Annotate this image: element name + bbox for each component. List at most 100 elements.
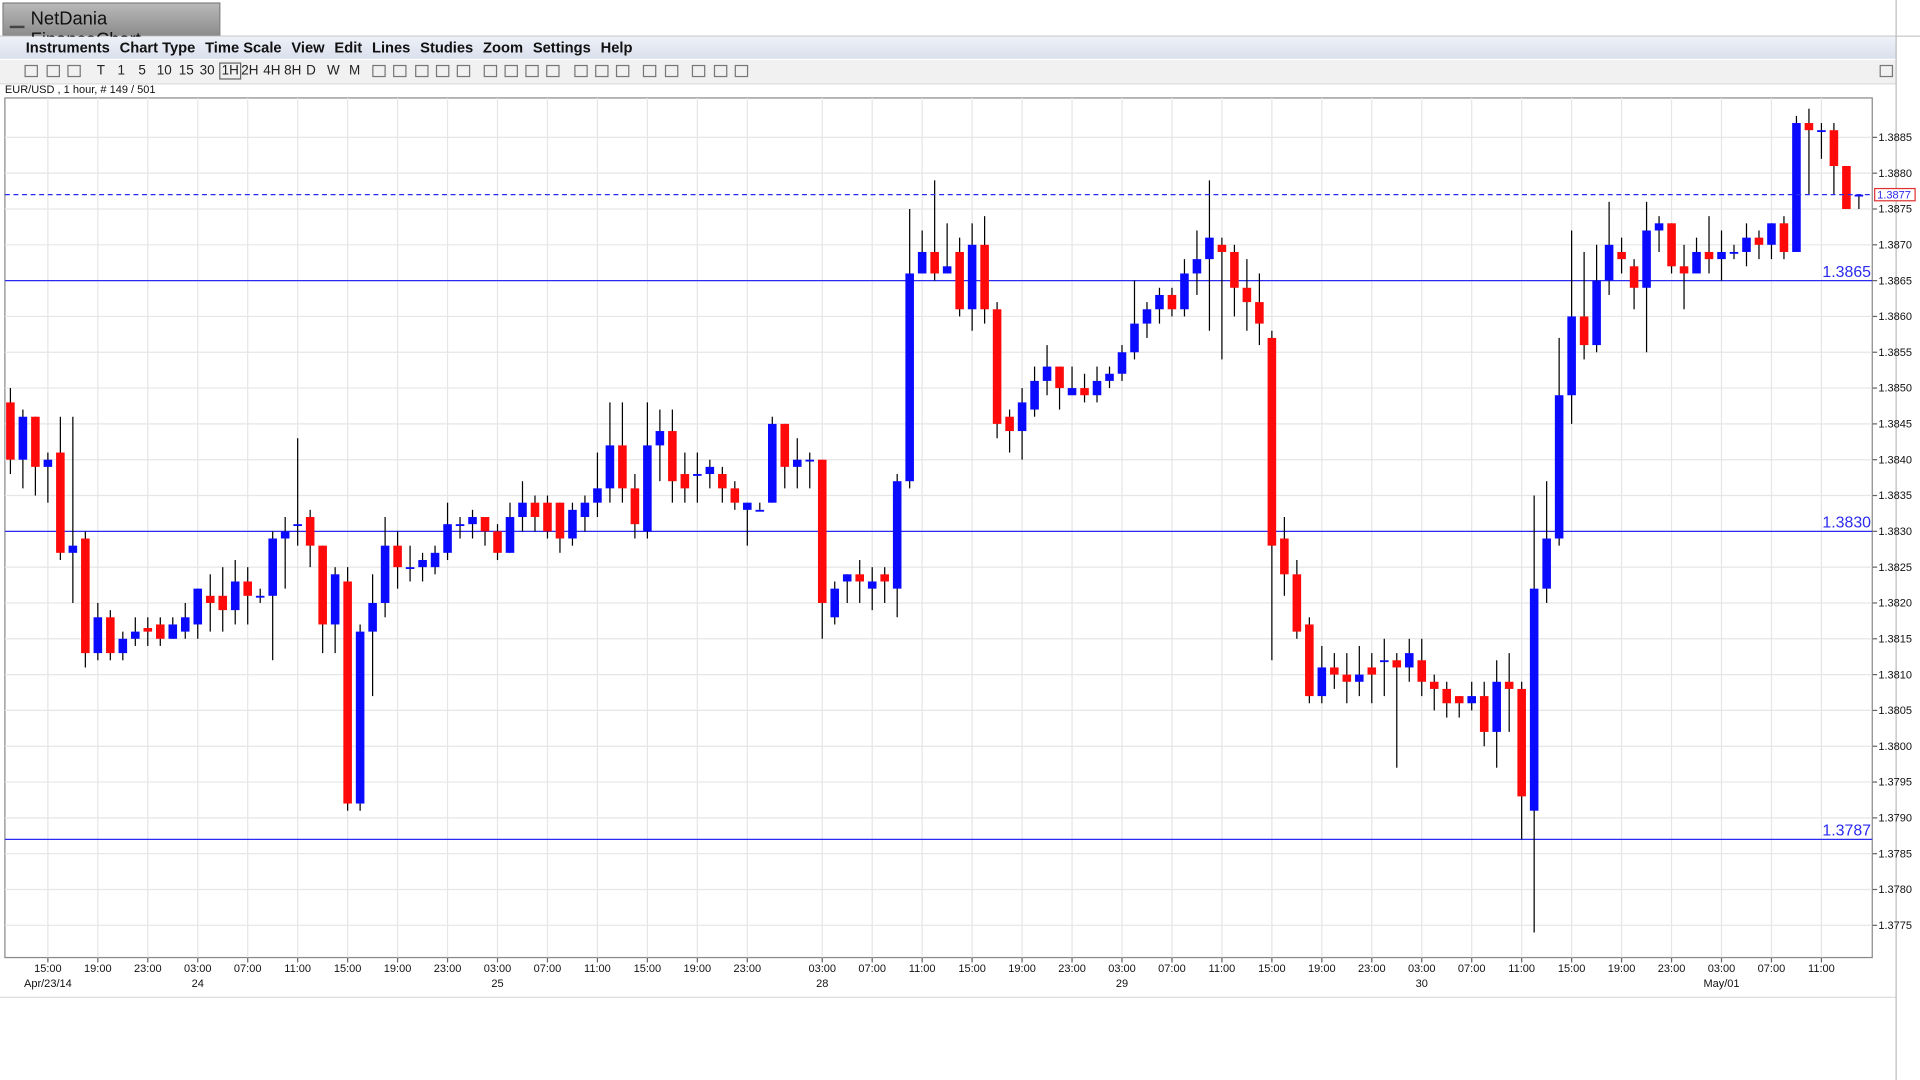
x-tick-label: 19:00 [1308, 963, 1336, 975]
candle-body [18, 416, 28, 460]
timeframe-button[interactable]: T [96, 63, 105, 79]
timeframe-button[interactable]: 15 [178, 63, 194, 79]
tool-button[interactable] [372, 64, 386, 78]
level-label: 1.3787 [1822, 823, 1871, 840]
candle-body [230, 581, 240, 611]
x-tick-label: 15:00 [34, 963, 62, 975]
candle-body [1267, 337, 1277, 546]
candle-body [455, 524, 465, 527]
candle-body [131, 631, 140, 639]
timeframe-button[interactable]: D [306, 63, 316, 79]
tool-button[interactable] [546, 64, 560, 78]
candle-body [867, 581, 877, 589]
candle-body [1155, 294, 1164, 310]
timeframe-button[interactable]: 1 [117, 63, 126, 79]
chart-style-button[interactable] [46, 64, 60, 78]
timeframe-button[interactable]: 8H [284, 63, 302, 79]
menu-item[interactable]: View [291, 39, 325, 57]
candle-body [1317, 667, 1327, 697]
candle-body [1479, 696, 1489, 732]
candle-body [618, 445, 627, 489]
candle-body [555, 502, 565, 539]
chart-style-button[interactable] [67, 64, 81, 78]
candle-body [1417, 660, 1427, 682]
timeframe-button[interactable]: W [326, 63, 340, 79]
x-tick-label: 19:00 [1008, 963, 1036, 975]
candle-body [1617, 251, 1626, 260]
timeframe-button[interactable]: 4H [263, 63, 281, 79]
candle-body [31, 416, 40, 467]
menu-item[interactable]: Studies [420, 39, 474, 57]
candle-body [718, 474, 727, 489]
tool-button[interactable] [504, 64, 518, 78]
menu-item[interactable]: Settings [532, 39, 591, 57]
candle-body [255, 595, 265, 598]
candle-body [143, 628, 153, 632]
candle-body [505, 517, 515, 553]
tool-button[interactable] [393, 64, 407, 78]
tool-button[interactable] [734, 64, 749, 78]
y-tick-label: 1.3875 [1878, 204, 1912, 216]
tool-button[interactable] [664, 64, 679, 78]
candle-body [730, 488, 740, 503]
timeframe-button[interactable]: 10 [156, 63, 172, 79]
x-tick-label: 15:00 [334, 963, 362, 975]
menu-item[interactable]: Help [600, 39, 633, 57]
timeframe-button[interactable]: 2H [241, 63, 259, 79]
tool-button[interactable] [435, 64, 450, 78]
y-tick-label: 1.3855 [1878, 347, 1912, 359]
menu-item[interactable]: Chart Type [119, 39, 196, 57]
timeframe-button[interactable]: 5 [138, 63, 146, 79]
tool-button[interactable] [642, 64, 657, 78]
candle-body [705, 466, 715, 475]
timeframe-button[interactable]: 1H [219, 62, 242, 80]
candle-body [842, 574, 852, 582]
y-tick-label: 1.3795 [1878, 777, 1912, 789]
candle-body [880, 574, 889, 582]
candle-body [418, 559, 427, 568]
candle-body [1005, 416, 1014, 432]
chart-style-button[interactable] [24, 64, 38, 78]
menu-item[interactable]: Lines [371, 39, 411, 57]
menu-item[interactable]: Instruments [25, 39, 110, 57]
tool-button[interactable] [713, 64, 728, 78]
candle-body [1042, 366, 1052, 381]
candle-body [1280, 538, 1289, 575]
candle-body [1142, 309, 1152, 324]
candle-body [905, 273, 914, 482]
date-label: 25 [491, 978, 503, 990]
x-tick-label: 11:00 [1808, 963, 1835, 975]
tool-button[interactable] [691, 64, 706, 78]
tool-button[interactable] [483, 64, 498, 78]
instrument-info: EUR/USD , 1 hour, # 149 / 501 [5, 84, 156, 96]
menu-item[interactable]: Edit [334, 39, 363, 57]
candle-body [1017, 402, 1027, 432]
tool-button[interactable] [415, 64, 429, 78]
candle-body [1542, 538, 1551, 589]
candle-body [942, 266, 952, 274]
candle-body [655, 431, 665, 446]
candle-body [568, 509, 577, 539]
y-tick-label: 1.3870 [1878, 239, 1912, 251]
tool-button[interactable] [525, 64, 539, 78]
tool-button[interactable] [615, 64, 630, 78]
candle-body [768, 423, 777, 503]
candle-body [817, 459, 827, 603]
tool-button[interactable] [456, 64, 471, 78]
menu-item[interactable]: Time Scale [205, 39, 282, 57]
x-tick-label: 19:00 [684, 963, 712, 975]
tool-button[interactable] [574, 64, 588, 78]
level-label: 1.3830 [1822, 515, 1871, 532]
panel-button[interactable] [1879, 64, 1894, 78]
y-tick-label: 1.3790 [1878, 813, 1912, 825]
candle-body [343, 581, 352, 804]
y-tick-label: 1.3850 [1878, 383, 1912, 395]
date-label: 30 [1416, 978, 1428, 990]
menu-item[interactable]: Zoom [483, 39, 524, 57]
timeframe-button[interactable]: M [348, 63, 361, 79]
timeframe-button[interactable]: 30 [199, 63, 215, 79]
candle-body [1504, 681, 1514, 689]
candle-body [992, 309, 1002, 424]
tool-button[interactable] [595, 64, 609, 78]
candle-body [805, 459, 815, 462]
